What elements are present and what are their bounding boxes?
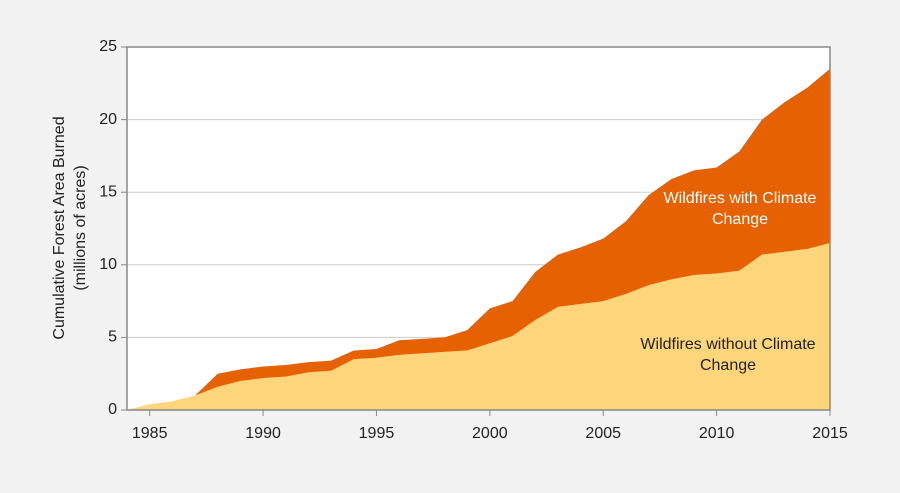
x-tick-label: 2000 — [472, 425, 508, 442]
x-tick-label: 2015 — [812, 425, 848, 442]
plot-frame — [126, 46, 831, 411]
y-tick-label: 0 — [108, 401, 117, 418]
x-tick-label: 2005 — [585, 425, 621, 442]
area — [127, 68, 830, 410]
y-tick-label: 20 — [99, 111, 117, 128]
x-tick-label: 2010 — [699, 425, 735, 442]
area — [127, 243, 830, 410]
series-label: Wildfires without Climate Change — [640, 336, 816, 374]
y-axis-label: (millions of acres) — [72, 165, 89, 290]
y-tick-label: 5 — [108, 329, 117, 346]
x-tick-label: 1985 — [132, 425, 168, 442]
series-label: Wildfires with Climate Change — [663, 190, 817, 228]
x-tick-label: 1995 — [359, 425, 395, 442]
x-tick-label: 1990 — [245, 425, 281, 442]
y-axis-label: Cumulative Forest Area Burned — [51, 116, 68, 339]
y-tick-label: 25 — [99, 38, 117, 55]
y-tick-label: 15 — [99, 183, 117, 200]
y-tick-label: 10 — [99, 256, 117, 273]
